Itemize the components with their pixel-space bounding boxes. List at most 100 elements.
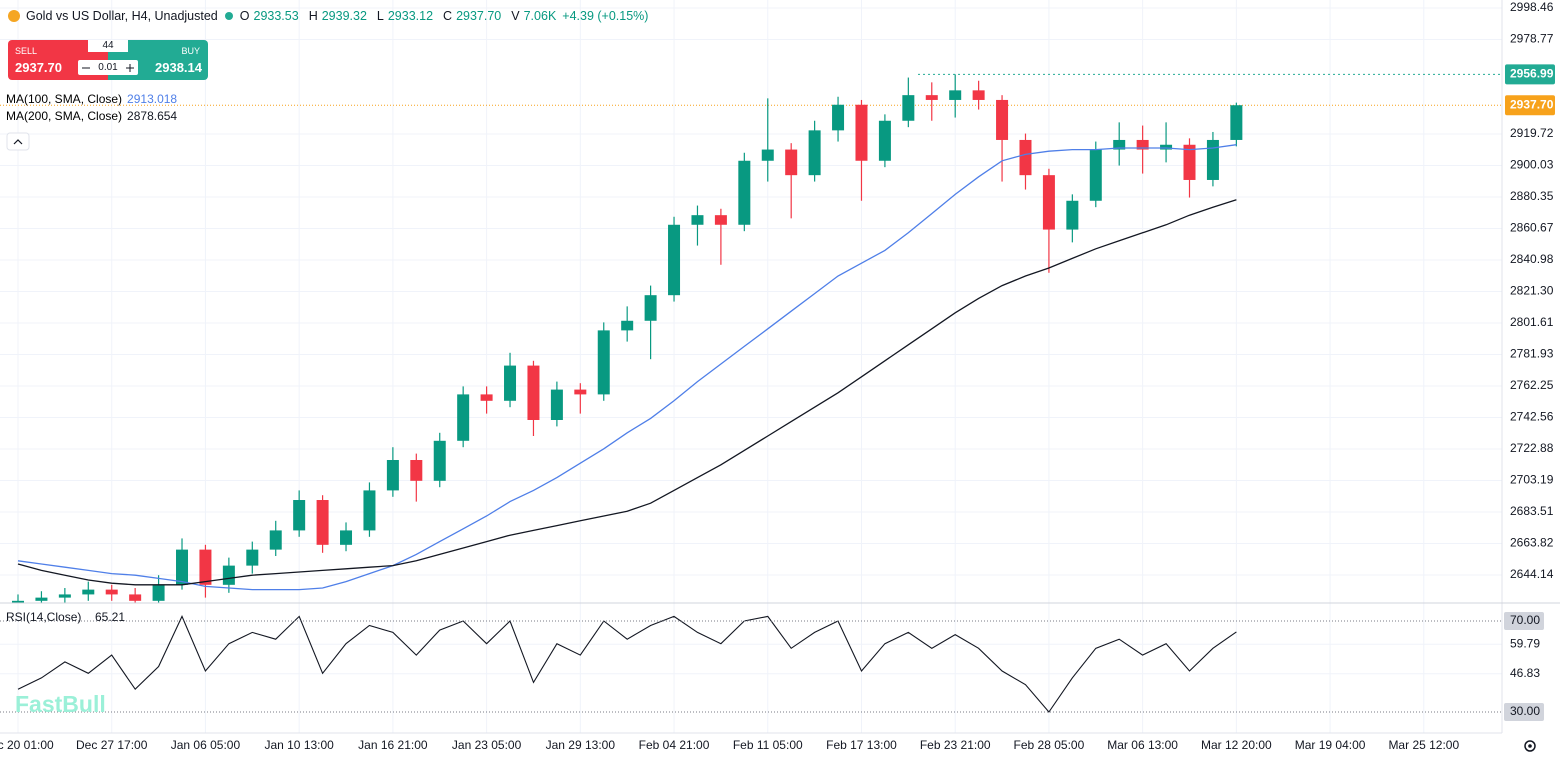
candle-body: [199, 549, 212, 585]
candle-body: [1230, 105, 1243, 140]
y-tick-label: 2978.77: [1510, 32, 1554, 46]
candle-body: [504, 365, 517, 401]
candle-body: [1019, 139, 1032, 176]
candle-body: [855, 104, 868, 161]
x-tick-label: Jan 29 13:00: [546, 738, 616, 752]
x-tick-label: Feb 23 21:00: [920, 738, 991, 752]
buy-price: 2938.14: [155, 60, 202, 75]
candle-body: [761, 149, 774, 161]
candle-body: [878, 120, 891, 161]
stat-label: C: [443, 9, 453, 23]
price-label: 2956.99: [1510, 67, 1554, 81]
candle-body: [386, 460, 399, 491]
settings-icon[interactable]: [1524, 740, 1536, 752]
quantity: 0.01: [98, 62, 118, 73]
candle-body: [246, 549, 259, 566]
candle-body: [129, 594, 142, 601]
candle-body: [269, 530, 282, 550]
x-tick-label: Feb 28 05:00: [1014, 738, 1085, 752]
quantity-box: 0.01: [78, 60, 138, 75]
rsi-level-box: [1504, 702, 1544, 721]
price-label: 2937.70: [1510, 97, 1554, 111]
y-tick-label: 2683.51: [1510, 504, 1554, 518]
rsi-line: [17, 615, 1237, 713]
y-tick-label: 2644.14: [1510, 567, 1554, 581]
candle-body: [35, 597, 48, 601]
stat: V 7.06K: [511, 9, 556, 23]
x-tick-label: Mar 25 12:00: [1388, 738, 1459, 752]
candle-body: [410, 460, 423, 481]
candle-body: [1183, 144, 1196, 180]
rsi-level-box: [1504, 611, 1544, 630]
candle-body: [1136, 139, 1149, 150]
candle-body: [293, 500, 306, 531]
stat-value: 2937.70: [456, 9, 502, 23]
rsi-title: RSI(14,Close): [6, 610, 81, 624]
symbol: Gold vs US Dollar, H4, Unadjusted: [26, 9, 218, 23]
ohlc-stats: O 2933.53 H 2939.32 L 2933.12 C 2937.70 V 7.06K: [240, 9, 557, 23]
symbol-icon: [8, 10, 20, 22]
stat: L 2933.12: [377, 9, 433, 23]
y-tick-label: 2801.61: [1510, 315, 1554, 329]
candle-body: [340, 530, 353, 545]
stat-value: 2939.32: [321, 9, 367, 23]
stat-value: 2933.12: [387, 9, 434, 23]
candle-body: [925, 95, 938, 100]
spread: 44: [88, 40, 128, 52]
stat: O 2933.53: [240, 9, 299, 23]
candle-body: [480, 394, 493, 401]
candle-body: [1206, 139, 1219, 180]
y-tick-label: 2663.82: [1510, 536, 1554, 550]
candle-body: [574, 389, 587, 395]
stat-label: O: [239, 9, 250, 23]
x-tick-label: Jan 23 05:00: [452, 738, 522, 752]
candle-body: [363, 490, 376, 531]
price-label-box: [1505, 95, 1555, 116]
candle-body: [621, 320, 634, 331]
candle-body: [12, 600, 24, 603]
stat-label: L: [376, 9, 384, 23]
buy-label: BUY: [181, 46, 200, 56]
minus-button[interactable]: [82, 64, 90, 72]
candle-body: [105, 589, 118, 595]
x-tick-label: Jan 16 21:00: [358, 738, 428, 752]
candle-body: [527, 365, 540, 420]
stat-label: H: [308, 9, 318, 23]
candle-body: [82, 589, 95, 595]
candle-body: [714, 215, 727, 225]
rsi-tick-label: 59.79: [1510, 636, 1540, 650]
candle-body: [316, 500, 329, 545]
y-tick-label: 2880.35: [1510, 189, 1554, 203]
candle-body: [1160, 144, 1173, 150]
legend-name: MA(100, SMA, Close): [6, 92, 123, 106]
candle-body: [996, 99, 1009, 140]
candle-body: [644, 295, 657, 321]
x-tick-label: Jan 10 13:00: [264, 738, 334, 752]
candle-body: [1113, 139, 1126, 150]
stat-value: 7.06K: [523, 9, 557, 23]
candle-body: [949, 90, 962, 100]
candle-body: [691, 215, 704, 225]
rsi-tick-label: 70.00: [1510, 613, 1540, 627]
legend-value: 2878.654: [127, 109, 178, 123]
candle-body: [1042, 175, 1055, 230]
x-tick-label: Jan 06 05:00: [171, 738, 241, 752]
ma-line: [17, 144, 1237, 591]
x-tick-label: Mar 06 13:00: [1107, 738, 1178, 752]
change: +4.39 (+0.15%): [562, 9, 649, 23]
y-tick-label: 2821.30: [1510, 284, 1554, 298]
watermark: FastBull: [15, 691, 106, 717]
stat: H 2939.32: [309, 9, 367, 23]
candle-body: [550, 389, 563, 420]
plus-button[interactable]: [126, 64, 134, 72]
y-tick-label: 2998.46: [1510, 0, 1554, 14]
y-tick-label: 2900.03: [1510, 158, 1554, 172]
candle-body: [457, 394, 470, 441]
y-tick-label: 2762.25: [1510, 378, 1554, 392]
candle-body: [152, 584, 165, 601]
legend-name: MA(200, SMA, Close): [6, 109, 123, 123]
collapse-button[interactable]: [6, 132, 30, 151]
x-tick-label: Mar 12 20:00: [1201, 738, 1272, 752]
